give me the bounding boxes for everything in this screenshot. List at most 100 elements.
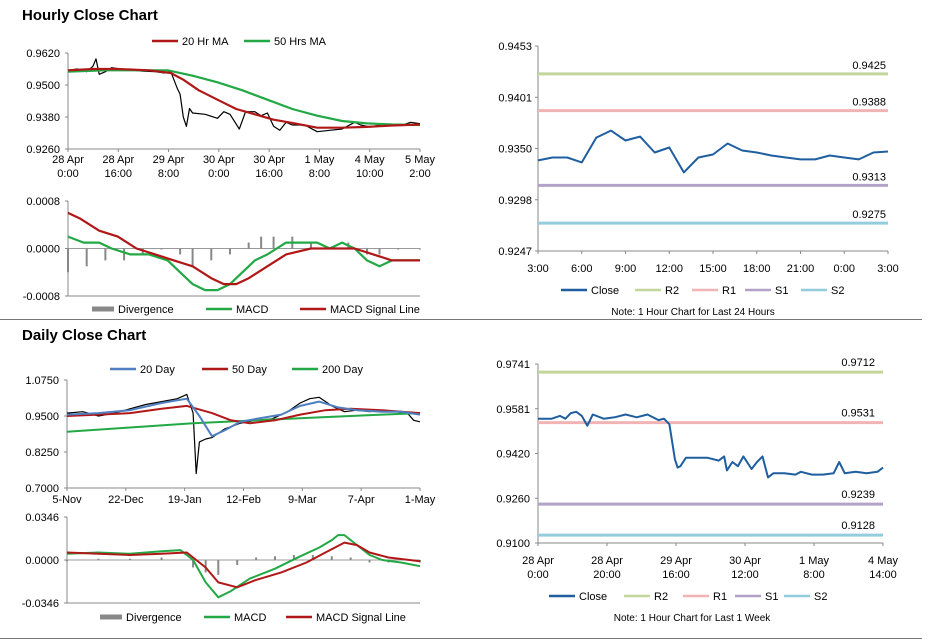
daily-macd-ytick-label: 0.0346 <box>25 512 59 524</box>
legend-daily-macd-label: MACD <box>234 612 266 624</box>
hourly-levels-xtick-label: 12:00 <box>655 263 683 275</box>
hourly-levels-ytick-label: 0.9350 <box>498 144 532 156</box>
daily-levels-xtick-label: 20:00 <box>593 569 621 581</box>
hourly-macd-ytick-label: 0.0008 <box>26 196 60 208</box>
daily-divergence-bar <box>160 557 163 560</box>
hourly-price-xtick-label: 16:00 <box>255 168 283 180</box>
daily-levels-xtick-label: 4 May <box>868 555 898 567</box>
hourly-macd-signal-line <box>67 211 420 286</box>
legend-20-day-label: 20 Day <box>140 364 175 376</box>
hourly-divergence-bar <box>378 248 381 255</box>
hourly-levels-xtick-label: 21:00 <box>787 263 815 275</box>
daily-levels-ytick-label: 0.9741 <box>496 359 530 371</box>
hourly-price-xtick-label: 0:00 <box>208 168 229 180</box>
hourly-20hr-ma-line <box>67 67 421 129</box>
daily-price-ytick-label: 0.9500 <box>25 411 59 423</box>
hourly-divergence-bar <box>397 248 400 250</box>
hourly-divergence-bar <box>67 248 69 273</box>
legend-50hrs-ma-label: 50 Hrs MA <box>274 36 327 48</box>
daily-levels-ytick-label: 0.9260 <box>496 493 530 505</box>
daily-macd-ytick-label: -0.0346 <box>22 598 59 610</box>
daily-price-xtick-label: 7-Apr <box>348 494 375 506</box>
hourly-s1-level-label: 0.9313 <box>852 171 886 183</box>
hourly-price-xtick-label: 28 Apr <box>102 154 134 166</box>
daily-section-title: Daily Close Chart <box>22 327 147 344</box>
daily-divergence-bar <box>217 560 220 575</box>
daily-macd-line <box>66 534 421 599</box>
hourly-levels-ytick-label: 0.9453 <box>498 41 532 53</box>
daily-r1-level-label: 0.9531 <box>841 408 875 420</box>
hourly-divergence-bar <box>272 236 275 249</box>
legend-200-day-label: 200 Day <box>322 364 363 376</box>
legend-hourly-divergence-label: Divergence <box>118 304 174 316</box>
hourly-price-xtick-label: 8:00 <box>309 168 330 180</box>
daily-macd-signal-line <box>66 541 421 589</box>
daily-price-xtick-label: 1-May <box>405 494 436 506</box>
daily-levels-ytick-label: 0.9420 <box>496 449 530 461</box>
hourly-price-xtick-label: 5 May <box>405 154 435 166</box>
daily-divergence-bar <box>97 558 100 560</box>
hourly-divergence-bar <box>85 248 88 267</box>
daily-divergence-bar <box>311 555 314 560</box>
hourly-price-ytick-label: 0.9260 <box>26 144 60 156</box>
legend-hourly-s2-label: S2 <box>831 285 844 297</box>
legend-daily-s1-label: S1 <box>765 591 778 603</box>
hourly-price-ytick-label: 0.9620 <box>26 48 60 60</box>
hourly-price-xtick-label: 1 May <box>304 154 334 166</box>
hourly-price-xtick-label: 29 Apr <box>153 154 185 166</box>
daily-s1-level-label: 0.9239 <box>841 489 875 501</box>
hourly-levels-ytick-label: 0.9247 <box>498 246 532 258</box>
daily-20day-ma-line <box>66 397 421 438</box>
hourly-divergence-bar <box>260 236 263 249</box>
daily-divergence-bar <box>274 556 277 560</box>
hourly-macd-ytick-label: 0.0000 <box>26 244 60 256</box>
daily-levels-ytick-label: 0.9581 <box>496 404 530 416</box>
hourly-levels-xtick-label: 0:00 <box>834 263 855 275</box>
daily-divergence-bar <box>419 560 421 563</box>
hourly-r1-level-label: 0.9388 <box>852 97 886 109</box>
hourly-levels-xtick-label: 18:00 <box>743 263 771 275</box>
legend-hourly-s1-label: S1 <box>775 285 788 297</box>
daily-r2-level-label: 0.9712 <box>841 357 875 369</box>
hourly-price-xtick-label: 10:00 <box>356 168 384 180</box>
legend-hourly-close-label: Close <box>591 285 619 297</box>
daily-levels-xtick-label: 29 Apr <box>660 555 692 567</box>
hourly-divergence-bar <box>123 248 126 261</box>
hourly-note: Note: 1 Hour Chart for Last 24 Hours <box>611 307 774 318</box>
daily-levels-xtick-label: 28 Apr <box>591 555 623 567</box>
hourly-price-xtick-label: 16:00 <box>105 168 133 180</box>
hourly-divergence-bar <box>104 248 107 261</box>
hourly-price-xtick-label: 4 May <box>355 154 385 166</box>
legend-daily-close-label: Close <box>579 591 607 603</box>
hourly-price-xtick-label: 2:00 <box>409 168 430 180</box>
hourly-divergence-bar <box>228 248 231 255</box>
legend-daily-r2-label: R2 <box>654 591 668 603</box>
daily-price-ytick-label: 1.0750 <box>25 375 59 387</box>
hourly-divergence-bar <box>210 248 213 261</box>
legend-daily-divergence-label: Divergence <box>126 612 182 624</box>
hourly-price-xtick-label: 8:00 <box>158 168 179 180</box>
daily-price-ytick-label: 0.8250 <box>25 447 59 459</box>
legend-daily-macd-signal-label: MACD Signal Line <box>316 612 406 624</box>
bottom-divider <box>0 638 922 639</box>
hourly-price-ytick-label: 0.9380 <box>26 112 60 124</box>
hourly-divergence-bar <box>247 242 250 249</box>
section-divider <box>0 319 922 320</box>
daily-divergence-bar <box>330 556 333 560</box>
daily-note: Note: 1 Hour Chart for Last 1 Week <box>614 613 772 624</box>
hourly-macd-ytick-label: -0.0008 <box>23 291 60 303</box>
daily-price-ytick-label: 0.7000 <box>25 483 59 495</box>
hourly-macd-line <box>67 235 420 292</box>
daily-price-line <box>66 393 421 475</box>
legend-hourly-r1-label: R1 <box>722 285 736 297</box>
daily-levels-ytick-label: 0.9100 <box>496 538 530 550</box>
hourly-levels-xtick-label: 3:00 <box>527 263 548 275</box>
daily-levels-xtick-label: 12:00 <box>731 569 759 581</box>
legend-daily-r1-label: R1 <box>713 591 727 603</box>
hourly-close-line <box>537 129 889 174</box>
daily-close-line <box>538 410 884 479</box>
daily-price-xtick-label: 9-Mar <box>288 494 317 506</box>
daily-divergence-bar <box>255 557 258 560</box>
hourly-price-xtick-label: 30 Apr <box>253 154 285 166</box>
